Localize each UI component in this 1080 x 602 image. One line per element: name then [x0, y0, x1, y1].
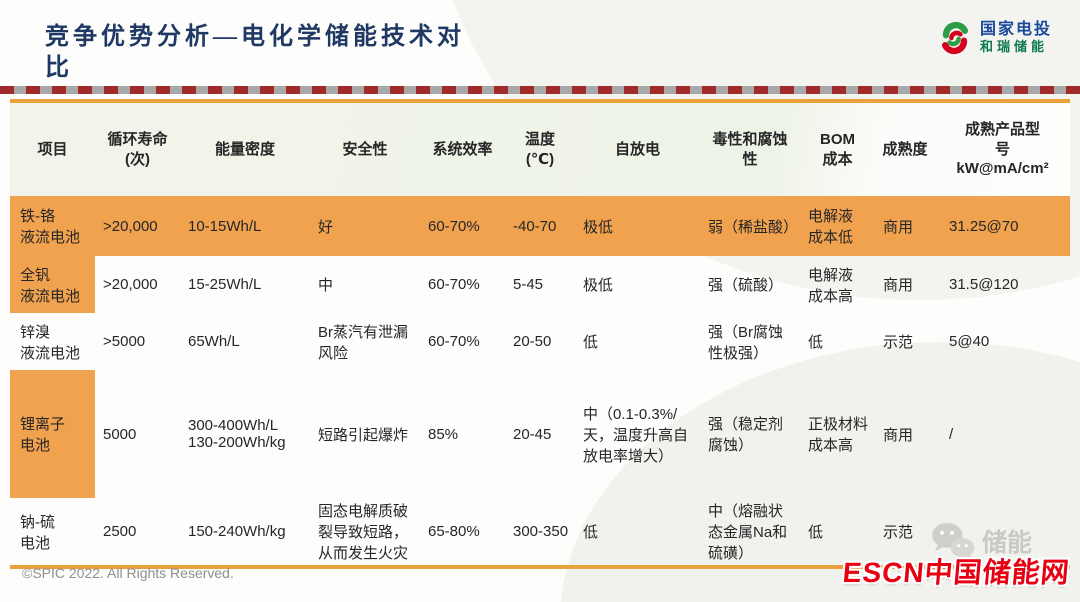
- column-header: 系统效率: [432, 140, 493, 158]
- table-cell: 强（硫酸）: [708, 277, 784, 294]
- table-cell: >20,000: [95, 196, 180, 256]
- table-row: 锌溴 液流电池 >5000 65Wh/L Br蒸汽有泄漏风险 60-70% 20-50 低 强…: [10, 313, 1070, 370]
- column-header: 能量密度: [214, 140, 275, 158]
- technology-comparison-table: 项目 循环寿命 (次) 能量密度 安全性 系统效率 温度 (℃) 自放电 毒性和腐蚀 性 BOM…: [10, 99, 1070, 569]
- table-cell: 60-70%: [420, 196, 505, 256]
- logo-text-line2: 和瑞储能: [979, 38, 1048, 54]
- table-cell: 20-45: [513, 425, 552, 443]
- table-cell: 65-80%: [428, 523, 480, 540]
- table-cell: >20,000: [103, 276, 158, 293]
- table-cell: 15-25Wh/L: [188, 276, 262, 293]
- table-cell: >5000: [103, 333, 146, 350]
- wechat-watermark-text: 储能: [982, 529, 1033, 557]
- table-cell: 低: [808, 524, 824, 541]
- table-cell: 电解液 成本高: [808, 266, 854, 305]
- table-cell: 示范: [883, 334, 914, 351]
- table-row: 锂离子 电池 5000 300-400Wh/L 130-200Wh/kg 短路引起爆炸…: [10, 370, 1070, 498]
- dashed-divider: [0, 86, 1080, 94]
- table-cell: 低: [583, 334, 599, 351]
- column-header: 安全性: [342, 140, 388, 158]
- logo-text: 国家电投 和瑞储能: [980, 21, 1052, 54]
- table-cell: 低: [583, 524, 599, 541]
- table-cell: 31.25@70: [935, 196, 1070, 256]
- escn-watermark: ESCN中国储能网: [841, 557, 1072, 588]
- column-header: BOM 成本: [820, 131, 855, 168]
- column-header: 毒性和腐蚀 性: [712, 131, 788, 168]
- table-cell: 正极材料成本高: [808, 416, 869, 454]
- table-cell: 商用: [883, 426, 914, 444]
- table-cell: 85%: [428, 425, 459, 443]
- logo-text-line1: 国家电投: [979, 21, 1052, 39]
- table-cell: 极低: [575, 196, 700, 256]
- table-cell: 中（0.1-0.3%/天，温度升高自放电率增大）: [583, 405, 689, 465]
- table-cell: Br蒸汽有泄漏风险: [318, 323, 409, 362]
- table-cell: 5@40: [949, 333, 990, 350]
- row-label: 钠-硫 电池: [20, 513, 55, 552]
- table-cell: /: [949, 425, 954, 443]
- table-cell: 31.5@120: [949, 276, 1019, 293]
- table-cell: 短路引起爆炸: [318, 426, 409, 444]
- company-logo: 国家电投 和瑞储能: [937, 20, 1052, 56]
- row-label: 锂离子 电池: [10, 370, 95, 498]
- column-header: 成熟度: [882, 140, 928, 158]
- table-cell: 商用: [875, 196, 935, 256]
- column-header: 成熟产品型 号 kW@mA/cm²: [956, 121, 1049, 178]
- table-cell: 固态电解质破裂导致短路，从而发生火灾: [318, 503, 409, 562]
- table-cell: 极低: [583, 277, 614, 294]
- table-cell: 中: [318, 277, 334, 294]
- table-cell: 强（Br腐蚀性极强）: [708, 323, 784, 362]
- table-cell: 示范: [883, 524, 914, 541]
- table-cell: 弱（稀盐酸）: [700, 196, 800, 256]
- page-title: 竞争优势分析—电化学储能技术对比: [45, 24, 465, 81]
- table-cell: 2500: [103, 523, 137, 540]
- table-cell: 5-45: [513, 276, 544, 293]
- table-header-row: 项目 循环寿命 (次) 能量密度 安全性 系统效率 温度 (℃) 自放电 毒性和腐蚀 性 BOM…: [10, 101, 1070, 196]
- table-row: 铁-铬 液流电池 >20,000 10-15Wh/L 好 60-70% -40-70 极低弱…: [10, 196, 1070, 256]
- table-cell: 低: [808, 334, 824, 351]
- spic-swirl-icon: [941, 21, 969, 55]
- table-cell: 20-50: [513, 333, 552, 350]
- copyright-text: ©SPIC 2022. All Rights Reserved.: [22, 565, 234, 581]
- row-label: 锌溴 液流电池: [20, 323, 81, 362]
- table-cell: 300-350: [513, 523, 569, 540]
- row-label: 全钒 液流电池: [10, 256, 95, 313]
- wechat-icon: [932, 522, 975, 560]
- table-cell: 好: [310, 196, 420, 256]
- column-header: 循环寿命 (次): [107, 131, 168, 168]
- table-cell: 商用: [883, 277, 914, 294]
- table-row: 全钒 液流电池 >20,000 15-25Wh/L 中 60-70% 5-45 极低 强（硫酸…: [10, 256, 1070, 313]
- table-cell: 60-70%: [428, 276, 480, 293]
- row-label: 铁-铬 液流电池: [10, 196, 95, 256]
- table-row: 钠-硫 电池 2500 150-240Wh/kg 固态电解质破裂导致短路，从而发生火灾…: [10, 498, 1070, 567]
- column-header: 项目: [37, 140, 68, 158]
- column-header: 自放电: [614, 140, 660, 158]
- table-cell: 150-240Wh/kg: [188, 523, 286, 540]
- table-cell: -40-70: [505, 196, 575, 256]
- table-cell: 300-400Wh/L 130-200Wh/kg: [188, 417, 286, 451]
- table-cell: 电解液 成本低: [800, 196, 875, 256]
- table-cell: 强（稳定剂腐蚀）: [708, 416, 784, 454]
- table-cell: 65Wh/L: [188, 333, 240, 350]
- table-cell: 中（熔融状态金属Na和硫磺）: [708, 503, 788, 562]
- table-cell: 5000: [103, 425, 137, 443]
- column-header: 温度 (℃): [524, 131, 555, 168]
- table-cell: 60-70%: [428, 333, 480, 350]
- wechat-watermark: 储能: [930, 522, 1032, 560]
- table-cell: 10-15Wh/L: [180, 196, 310, 256]
